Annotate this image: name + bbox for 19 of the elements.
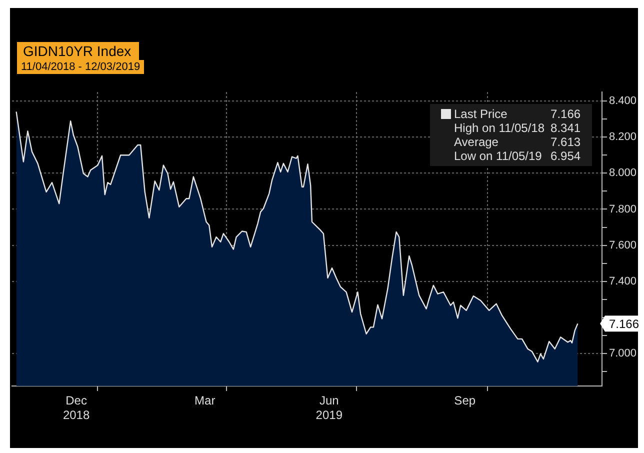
chart-title: GIDN10YR Index (17, 42, 139, 60)
y-tick-label: 8.400 (609, 95, 637, 108)
y-tick-label: 7.600 (609, 239, 637, 252)
x-tick-label: Sep (454, 394, 476, 408)
annotation: 7.166 (550, 107, 582, 121)
annotation: 7.166 (609, 316, 640, 331)
text: Average 7.613 (454, 135, 581, 149)
annotation: Low on 11/05/19 6.954 (453, 149, 582, 163)
x-tick-label: Mar (194, 394, 216, 408)
y-tick-label: 7.000 (609, 348, 637, 360)
y-tick-label: 7.800 (609, 203, 637, 216)
annotation: High on 11/05/18 8.341 (453, 121, 582, 135)
x-tick-label: Jun 2019 (316, 394, 343, 422)
legend-label: Last Price (453, 107, 508, 121)
y-tick-label: 8.200 (609, 131, 637, 144)
chart-subtitle: 11/04/2018 - 12/03/2019 (17, 60, 144, 74)
y-tick-label: 7.400 (609, 275, 637, 288)
x-tick-label: Dec 2018 (62, 394, 90, 422)
y-tick-label: 8.000 (609, 167, 637, 180)
